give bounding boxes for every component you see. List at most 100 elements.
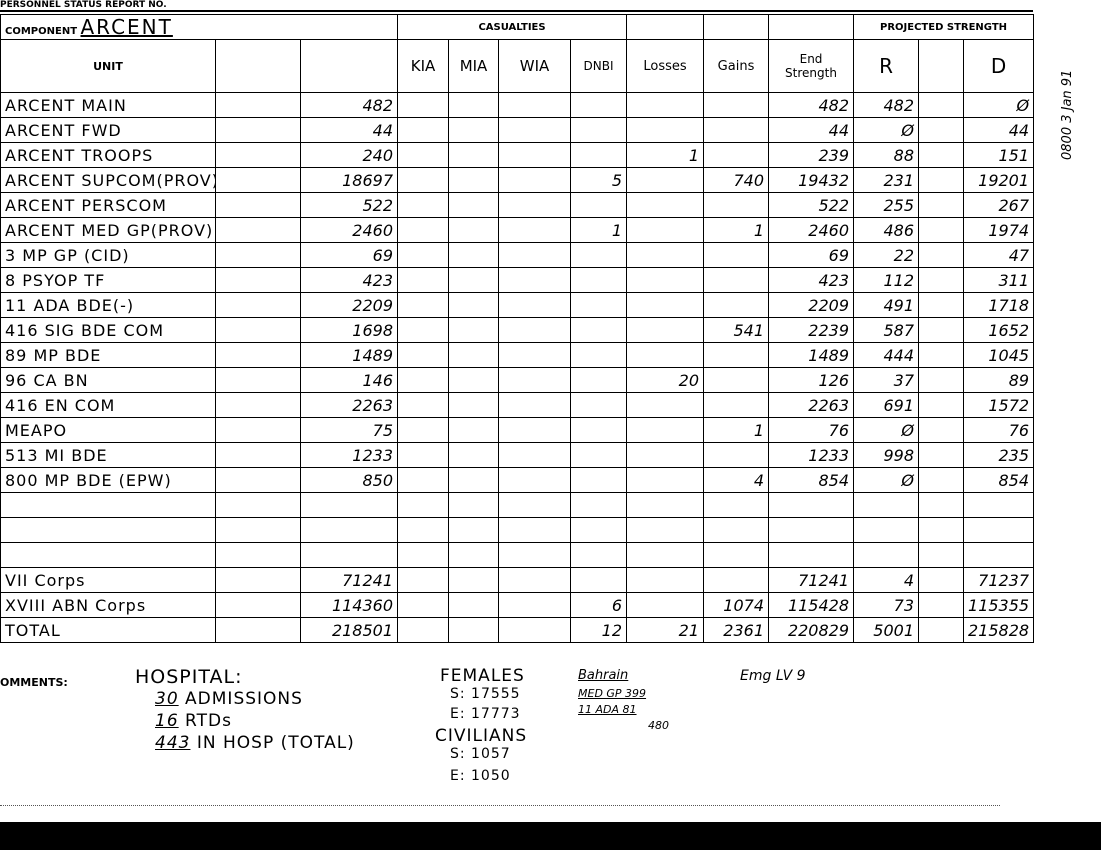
value-cell: 541 bbox=[703, 317, 770, 343]
col-header: MIA bbox=[448, 39, 500, 93]
value-cell bbox=[570, 492, 628, 518]
value-cell: 89 bbox=[963, 367, 1035, 393]
value-cell: 2460 bbox=[768, 217, 855, 243]
hospital-count: 443 bbox=[155, 733, 191, 753]
value-cell bbox=[626, 517, 705, 543]
value-cell bbox=[918, 267, 965, 293]
value-cell bbox=[963, 542, 1035, 568]
value-cell bbox=[397, 492, 450, 518]
table-row bbox=[0, 542, 1035, 568]
value-cell bbox=[397, 217, 450, 243]
value-cell bbox=[570, 542, 628, 568]
value-cell: 2263 bbox=[299, 392, 399, 418]
value-cell bbox=[498, 492, 572, 518]
unit-cell: 513 MI BDE bbox=[0, 442, 216, 468]
value-cell bbox=[626, 192, 705, 218]
value-cell bbox=[498, 317, 572, 343]
value-cell bbox=[498, 192, 572, 218]
value-cell bbox=[397, 142, 450, 168]
value-cell bbox=[215, 617, 301, 643]
value-cell bbox=[215, 167, 301, 193]
value-cell bbox=[703, 92, 770, 118]
value-cell bbox=[626, 417, 705, 443]
value-cell: 69 bbox=[299, 242, 399, 268]
table-row: MEAPO 75 1 76 Ø 76 bbox=[0, 417, 1035, 443]
status-table: COMPONENT ARCENT CASUALTIES PROJECTED ST… bbox=[0, 14, 1035, 643]
value-cell bbox=[918, 292, 965, 318]
value-cell: 740 bbox=[703, 167, 770, 193]
unit-cell: 11 ADA BDE(-) bbox=[0, 292, 216, 318]
value-cell: 5001 bbox=[853, 617, 920, 643]
comments-label: OMMENTS: bbox=[0, 676, 68, 689]
value-cell bbox=[918, 392, 965, 418]
unit-cell: 8 PSYOP TF bbox=[0, 267, 216, 293]
unit-cell: 800 MP BDE (EPW) bbox=[0, 467, 216, 493]
col-header: R bbox=[853, 39, 920, 93]
value-cell: 71237 bbox=[963, 567, 1035, 593]
value-cell bbox=[570, 92, 628, 118]
value-cell bbox=[703, 567, 770, 593]
value-cell bbox=[918, 242, 965, 268]
value-cell: 215828 bbox=[963, 617, 1035, 643]
value-cell: 239 bbox=[768, 142, 855, 168]
unit-cell: 89 MP BDE bbox=[0, 342, 216, 368]
value-cell: 482 bbox=[299, 92, 399, 118]
group-header-row: COMPONENT ARCENT CASUALTIES PROJECTED ST… bbox=[0, 14, 1035, 40]
value-cell bbox=[703, 517, 770, 543]
value-cell bbox=[570, 567, 628, 593]
value-cell bbox=[215, 517, 301, 543]
value-cell: 1 bbox=[626, 142, 705, 168]
col-header: UNIT bbox=[0, 39, 216, 93]
value-cell bbox=[448, 292, 500, 318]
value-cell: 4 bbox=[703, 467, 770, 493]
value-cell: 1233 bbox=[768, 442, 855, 468]
value-cell bbox=[703, 342, 770, 368]
value-cell bbox=[703, 117, 770, 143]
value-cell: 71241 bbox=[299, 567, 399, 593]
value-cell: 47 bbox=[963, 242, 1035, 268]
value-cell bbox=[215, 92, 301, 118]
value-cell bbox=[918, 592, 965, 618]
bahrain-list: MED GP 399 11 ADA 81 480 bbox=[578, 686, 669, 734]
hospital-count: 30 bbox=[155, 689, 179, 709]
value-cell bbox=[498, 417, 572, 443]
value-cell bbox=[626, 567, 705, 593]
value-cell: 482 bbox=[853, 92, 920, 118]
value-cell: 998 bbox=[853, 442, 920, 468]
hospital-text: IN HOSP (TOTAL) bbox=[196, 733, 355, 753]
value-cell: 114360 bbox=[299, 592, 399, 618]
value-cell bbox=[498, 92, 572, 118]
value-cell bbox=[448, 517, 500, 543]
table-row: ARCENT TROOPS 240 1 239 88 151 bbox=[0, 142, 1035, 168]
value-cell: 19201 bbox=[963, 167, 1035, 193]
table-row: XVIII ABN Corps 114360 6 1074 115428 73 115355 bbox=[0, 592, 1035, 618]
value-cell: 423 bbox=[768, 267, 855, 293]
value-cell: Ø bbox=[853, 467, 920, 493]
value-cell bbox=[397, 567, 450, 593]
value-cell bbox=[448, 592, 500, 618]
value-cell bbox=[397, 417, 450, 443]
value-cell: 1718 bbox=[963, 292, 1035, 318]
unit-cell: ARCENT TROOPS bbox=[0, 142, 216, 168]
value-cell bbox=[448, 492, 500, 518]
value-cell: 73 bbox=[853, 592, 920, 618]
value-cell bbox=[570, 467, 628, 493]
value-cell bbox=[918, 92, 965, 118]
civilians-s: S: 1057 bbox=[450, 746, 511, 762]
value-cell: 112 bbox=[853, 267, 920, 293]
table-row: 513 MI BDE 1233 1233 998 235 bbox=[0, 442, 1035, 468]
value-cell bbox=[918, 167, 965, 193]
value-cell: 2239 bbox=[768, 317, 855, 343]
value-cell: 2361 bbox=[703, 617, 770, 643]
value-cell bbox=[570, 442, 628, 468]
col-header bbox=[215, 39, 301, 93]
value-cell bbox=[448, 392, 500, 418]
value-cell bbox=[498, 392, 572, 418]
table-row: 11 ADA BDE(-) 2209 2209 491 1718 bbox=[0, 292, 1035, 318]
value-cell bbox=[448, 192, 500, 218]
value-cell bbox=[570, 242, 628, 268]
value-cell bbox=[626, 467, 705, 493]
value-cell bbox=[570, 392, 628, 418]
hospital-count: 16 bbox=[155, 711, 179, 731]
